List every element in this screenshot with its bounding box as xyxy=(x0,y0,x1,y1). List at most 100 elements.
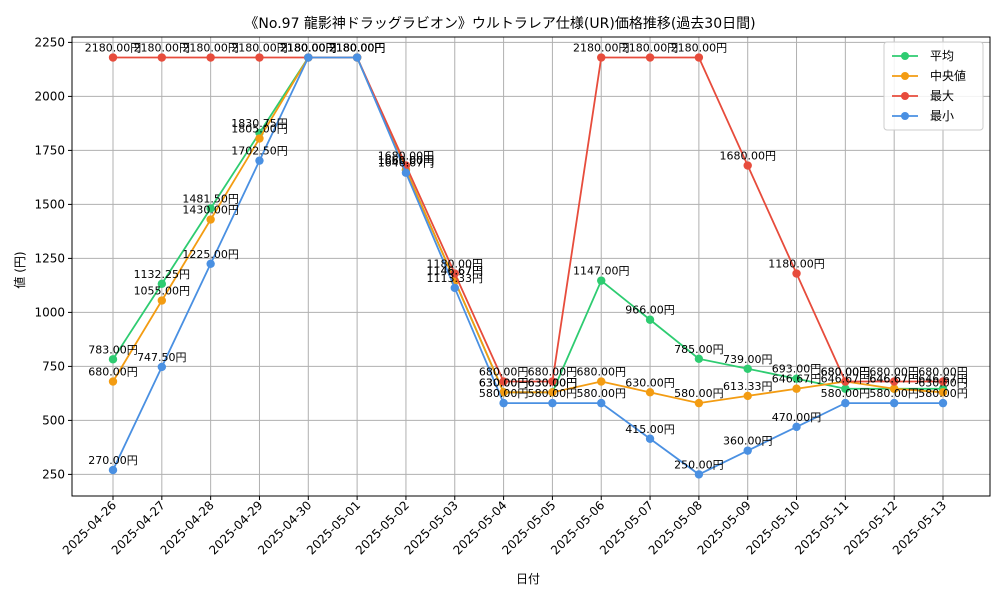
data-point xyxy=(304,53,313,62)
data-label: 1146.67円 xyxy=(427,265,484,278)
data-label: 680.00円 xyxy=(479,366,529,379)
series-line xyxy=(112,56,943,476)
legend-item: 中央値 xyxy=(892,68,966,83)
y-axis-label: 値 (円) xyxy=(12,251,27,288)
data-point xyxy=(206,53,215,62)
data-label: 1430.00円 xyxy=(182,204,239,217)
series-3 xyxy=(108,53,948,479)
data-label: 1180.00円 xyxy=(768,258,825,271)
data-point xyxy=(792,374,801,383)
data-label: 580.00円 xyxy=(528,387,578,400)
data-point xyxy=(694,398,704,408)
data-label: 2180.00円 xyxy=(85,42,142,55)
data-point xyxy=(206,259,215,268)
legend-label: 最小 xyxy=(930,109,954,123)
data-label: 1680.00円 xyxy=(719,150,776,163)
series-0 xyxy=(108,53,948,397)
data-point xyxy=(597,276,606,285)
y-ticks: 250 500 750 1000 1250 1500 1750 2000 2250 xyxy=(34,35,72,481)
legend-label: 平均 xyxy=(930,49,954,63)
data-label: 580.00円 xyxy=(576,387,626,400)
data-label: 2180.00円 xyxy=(329,42,386,55)
data-labels: 783.00円1132.25円1481.50円1830.75円2180.00円2… xyxy=(85,42,968,472)
data-label: 580.00円 xyxy=(918,387,968,400)
data-label: 2180.00円 xyxy=(231,42,288,55)
data-label: 646.67円 xyxy=(918,373,968,386)
data-label: 966.00円 xyxy=(625,304,675,317)
data-point xyxy=(499,377,508,386)
grid xyxy=(72,37,990,496)
data-point xyxy=(694,53,704,62)
data-point xyxy=(597,53,606,62)
data-label: 680.00円 xyxy=(88,366,138,379)
y-tick-label: 500 xyxy=(42,413,65,427)
data-label: 2180.00円 xyxy=(329,42,386,55)
data-point xyxy=(841,384,850,393)
data-label: 2180.00円 xyxy=(134,42,191,55)
data-point xyxy=(157,362,167,372)
data-point xyxy=(792,384,801,393)
y-tick-label: 1000 xyxy=(34,305,65,319)
x-ticks: 2025-04-262025-04-272025-04-282025-04-29… xyxy=(60,496,949,557)
data-point xyxy=(841,377,850,386)
data-point xyxy=(645,53,655,62)
data-point xyxy=(548,388,557,397)
data-point xyxy=(108,355,118,364)
data-point xyxy=(597,398,606,408)
data-label: 580.00円 xyxy=(479,387,529,400)
data-label: 2180.00円 xyxy=(573,42,630,55)
data-point xyxy=(889,384,899,393)
data-point xyxy=(694,470,704,479)
data-label: 2180.00円 xyxy=(280,42,337,55)
data-point xyxy=(694,354,704,364)
data-point xyxy=(548,377,557,386)
data-label: 1805.00円 xyxy=(231,123,288,136)
data-label: 1660.00円 xyxy=(378,154,435,167)
data-label: 1646.67円 xyxy=(378,157,435,170)
data-label: 783.00円 xyxy=(88,343,138,356)
data-point xyxy=(938,398,948,408)
data-label: 747.50円 xyxy=(137,351,187,364)
legend-label: 最大 xyxy=(930,89,954,103)
series-1 xyxy=(108,53,948,408)
data-label: 680.00円 xyxy=(821,366,871,379)
data-label: 415.00円 xyxy=(625,423,675,436)
data-point xyxy=(108,377,118,386)
data-label: 360.00円 xyxy=(723,435,773,448)
plot-frame xyxy=(71,36,991,497)
data-label: 2180.00円 xyxy=(671,42,728,55)
legend-item: 最大 xyxy=(892,89,954,103)
legend-item: 最小 xyxy=(892,109,954,123)
data-label: 785.00円 xyxy=(674,343,724,356)
data-point xyxy=(206,204,215,213)
data-point xyxy=(889,377,899,386)
data-label: 630.00円 xyxy=(918,376,968,389)
series-layer xyxy=(108,53,948,479)
data-point xyxy=(450,283,459,293)
data-label: 1481.50円 xyxy=(182,192,239,205)
data-label: 580.00円 xyxy=(821,387,871,400)
data-label: 580.00円 xyxy=(674,387,724,400)
data-point xyxy=(548,398,557,408)
legend-item: 平均 xyxy=(892,49,954,63)
legend-swatch-marker xyxy=(901,72,909,80)
series-line xyxy=(112,56,944,405)
data-label: 739.00円 xyxy=(723,353,773,366)
data-label: 250.00円 xyxy=(674,458,724,471)
data-label: 1702.50円 xyxy=(231,145,288,158)
data-point xyxy=(792,269,801,278)
legend-box xyxy=(883,41,984,131)
data-label: 1830.75円 xyxy=(231,117,288,130)
data-label: 646.67円 xyxy=(772,373,822,386)
data-point xyxy=(499,398,508,408)
data-point xyxy=(597,377,606,386)
data-label: 680.00円 xyxy=(576,366,626,379)
data-point xyxy=(938,377,948,386)
data-label: 1113.33円 xyxy=(427,272,484,285)
data-label: 2180.00円 xyxy=(329,42,386,55)
data-point xyxy=(401,168,411,177)
data-label: 1132.25円 xyxy=(134,268,191,281)
data-label: 2180.00円 xyxy=(280,42,337,55)
